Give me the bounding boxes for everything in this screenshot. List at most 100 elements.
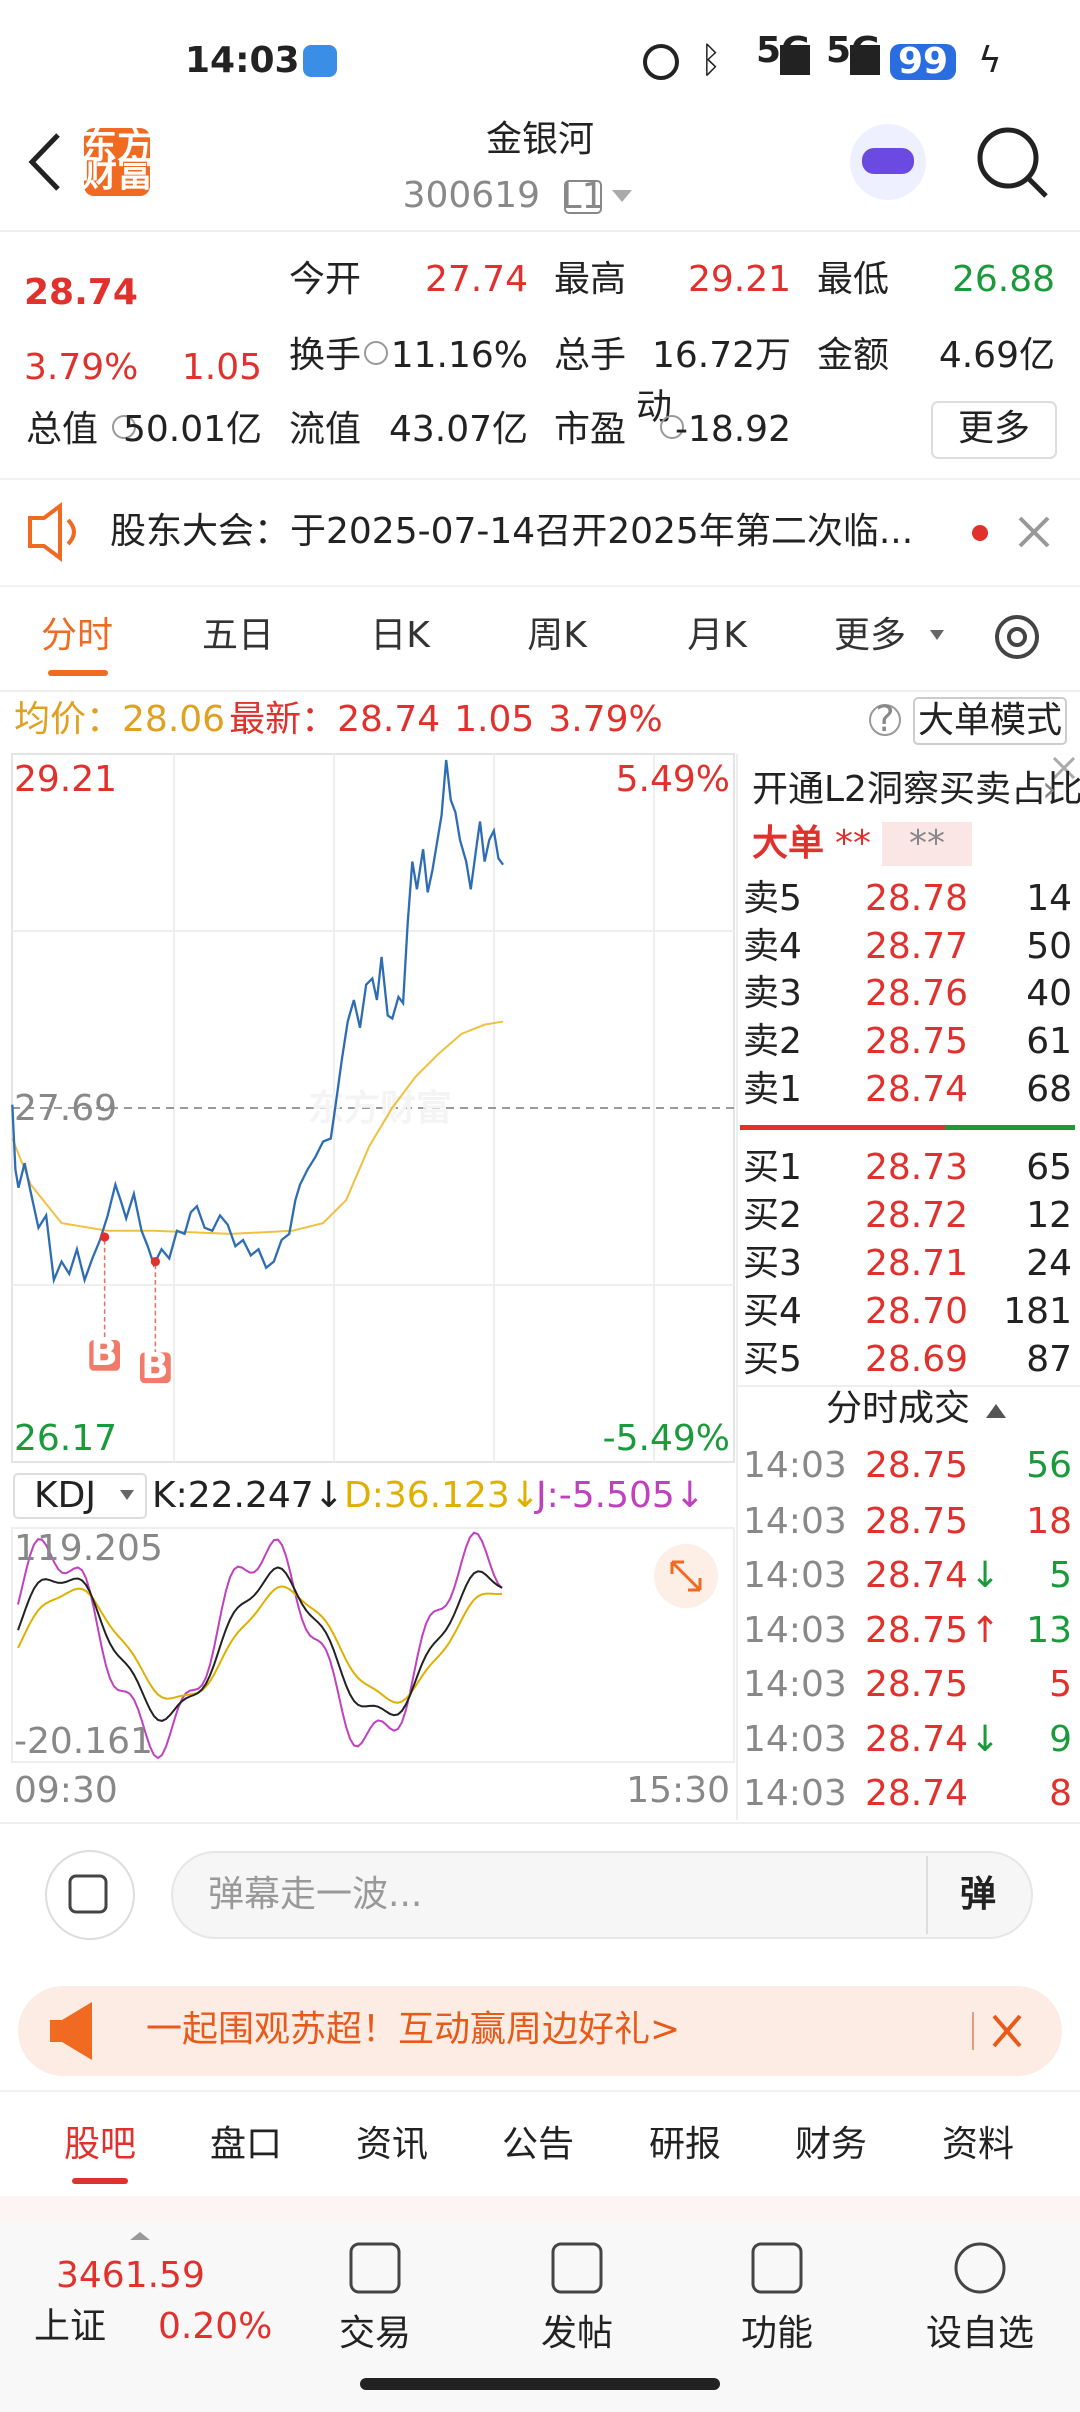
signal-icon bbox=[780, 45, 810, 75]
book-volume: 24 bbox=[1026, 1243, 1072, 1284]
field-label: 今开 bbox=[289, 259, 361, 300]
latest-pct: 3.79% bbox=[548, 699, 662, 740]
big-order-mode-button[interactable] bbox=[913, 697, 1067, 745]
index-value[interactable]: 3461.59 bbox=[56, 2255, 205, 2296]
watermark: 东方财富 bbox=[308, 1087, 452, 1129]
chart-tab[interactable]: 日K bbox=[370, 615, 431, 656]
book-price: 28.72 bbox=[865, 1195, 968, 1236]
big-order-sell: ** bbox=[909, 823, 945, 864]
l2-promo[interactable]: 开通L2洞察买卖占比 bbox=[752, 769, 1080, 810]
chart-tab[interactable]: 更多 bbox=[834, 615, 906, 656]
nav-label[interactable]: 设自选 bbox=[926, 2313, 1034, 2354]
kdj-k-line bbox=[17, 1566, 503, 1722]
bluetooth-icon: ᛒ bbox=[700, 40, 722, 81]
back-button[interactable] bbox=[28, 133, 60, 191]
trade-arrow: ↑ bbox=[970, 1610, 1000, 1651]
field-label: 总手 bbox=[554, 335, 626, 376]
indicator-select[interactable] bbox=[13, 1473, 147, 1519]
stock-name: 金银河 bbox=[486, 119, 594, 160]
nav-icon bbox=[954, 2242, 1006, 2294]
book-label: 买4 bbox=[743, 1291, 802, 1332]
trade-time: 14:03 bbox=[743, 1501, 847, 1542]
kdj-k: K:22.247↓ bbox=[152, 1475, 344, 1516]
book-label: 买1 bbox=[743, 1147, 802, 1188]
trades-title[interactable]: 分时成交 bbox=[826, 1388, 970, 1429]
settings-button[interactable] bbox=[995, 615, 1039, 659]
notice-text[interactable]: 股东大会：于2025-07-14召开2025年第二次临... bbox=[110, 511, 913, 552]
nav-items: 交易 发帖 功能 设自选 bbox=[339, 2242, 1034, 2354]
content-tab[interactable]: 公告 bbox=[502, 2124, 574, 2165]
book-price: 28.71 bbox=[865, 1243, 968, 1284]
close-banner[interactable] bbox=[992, 2014, 1022, 2048]
latest-change: 1.05 bbox=[454, 699, 534, 740]
search-button[interactable] bbox=[977, 127, 1039, 189]
field-value: 26.88 bbox=[952, 259, 1055, 300]
nav-label[interactable]: 交易 bbox=[339, 2313, 411, 2354]
book-label: 卖3 bbox=[743, 973, 802, 1014]
close-notice[interactable] bbox=[1018, 516, 1050, 548]
book-price: 28.75 bbox=[865, 1021, 968, 1062]
content-tab[interactable]: 资料 bbox=[942, 2124, 1014, 2165]
index-name: 上证 bbox=[34, 2306, 106, 2347]
chart-high: 29.21 bbox=[14, 759, 117, 800]
time-end: 15:30 bbox=[626, 1770, 730, 1811]
book-volume: 50 bbox=[1026, 926, 1072, 967]
search-handle bbox=[1026, 176, 1048, 198]
banner[interactable] bbox=[18, 1986, 1062, 2076]
comment-list-button[interactable] bbox=[45, 1850, 135, 1940]
comment-input[interactable] bbox=[171, 1851, 1033, 1939]
nav-label[interactable]: 发帖 bbox=[541, 2313, 613, 2354]
close-promo[interactable] bbox=[1052, 756, 1076, 780]
trade-volume: 5 bbox=[1049, 1664, 1072, 1705]
trade-volume: 8 bbox=[1049, 1773, 1072, 1814]
trade-volume: 5 bbox=[1049, 1555, 1072, 1596]
content-tab[interactable]: 财务 bbox=[795, 2124, 867, 2165]
nav-label[interactable]: 功能 bbox=[741, 2313, 813, 2354]
battery bbox=[890, 44, 956, 80]
home-indicator bbox=[360, 2378, 720, 2390]
settings-core bbox=[1007, 627, 1027, 647]
quote-fields: 今开 27.74 最高 29.21 最低 26.88 换手 11.16% 总手 16.72万 金额 4… bbox=[26, 259, 1055, 450]
trade-price: 28.75 bbox=[865, 1610, 968, 1651]
price-lines bbox=[11, 759, 505, 1384]
chart-tab[interactable]: 五日 bbox=[202, 615, 274, 656]
dropdown[interactable] bbox=[612, 190, 632, 202]
buy-ratio-bar bbox=[740, 1125, 945, 1130]
chart-tab[interactable]: 月K bbox=[687, 615, 748, 656]
big-order-mode: 大单模式 bbox=[918, 700, 1062, 741]
indicator-name: KDJ bbox=[34, 1475, 96, 1516]
content-tab[interactable]: 资讯 bbox=[356, 2124, 428, 2165]
kdj-frame bbox=[11, 1527, 735, 1763]
book-volume: 65 bbox=[1026, 1147, 1072, 1188]
field-value: 27.74 bbox=[425, 259, 528, 300]
help-icon[interactable] bbox=[869, 704, 901, 736]
field-value: 43.07亿 bbox=[389, 409, 528, 450]
book-label: 买5 bbox=[743, 1339, 802, 1380]
battery-level: 99 bbox=[898, 41, 948, 82]
trade-price: 28.75 bbox=[865, 1501, 968, 1542]
trade-price: 28.74 bbox=[865, 1773, 968, 1814]
index-arrow bbox=[130, 2232, 150, 2240]
chart-low-pct: -5.49% bbox=[603, 1418, 730, 1459]
content-tab[interactable]: 盘口 bbox=[210, 2124, 282, 2165]
field-label-sup: 动 bbox=[636, 387, 672, 428]
sell-ratio-bar bbox=[945, 1125, 1075, 1130]
buy-marker-label: B bbox=[90, 1333, 117, 1374]
content-tab[interactable]: 研报 bbox=[649, 2124, 721, 2165]
chart-tab[interactable]: 分时 bbox=[41, 615, 113, 656]
content-tab[interactable]: 股吧 bbox=[64, 2124, 136, 2165]
trade-time: 14:03 bbox=[743, 1610, 847, 1651]
trade-price: 28.75 bbox=[865, 1664, 968, 1705]
kdj-j-line bbox=[17, 1531, 503, 1760]
dropdown bbox=[930, 630, 944, 640]
panel-divider bbox=[736, 754, 738, 1820]
danmaku-button[interactable]: 弹 bbox=[960, 1874, 996, 1915]
info-icon bbox=[364, 341, 388, 365]
more-button[interactable] bbox=[931, 401, 1057, 459]
level-badge bbox=[564, 180, 602, 214]
chart-tab[interactable]: 周K bbox=[527, 615, 588, 656]
notice-bar[interactable] bbox=[0, 478, 1080, 586]
dropdown bbox=[120, 1490, 134, 1500]
trade-volume: 18 bbox=[1026, 1501, 1072, 1542]
